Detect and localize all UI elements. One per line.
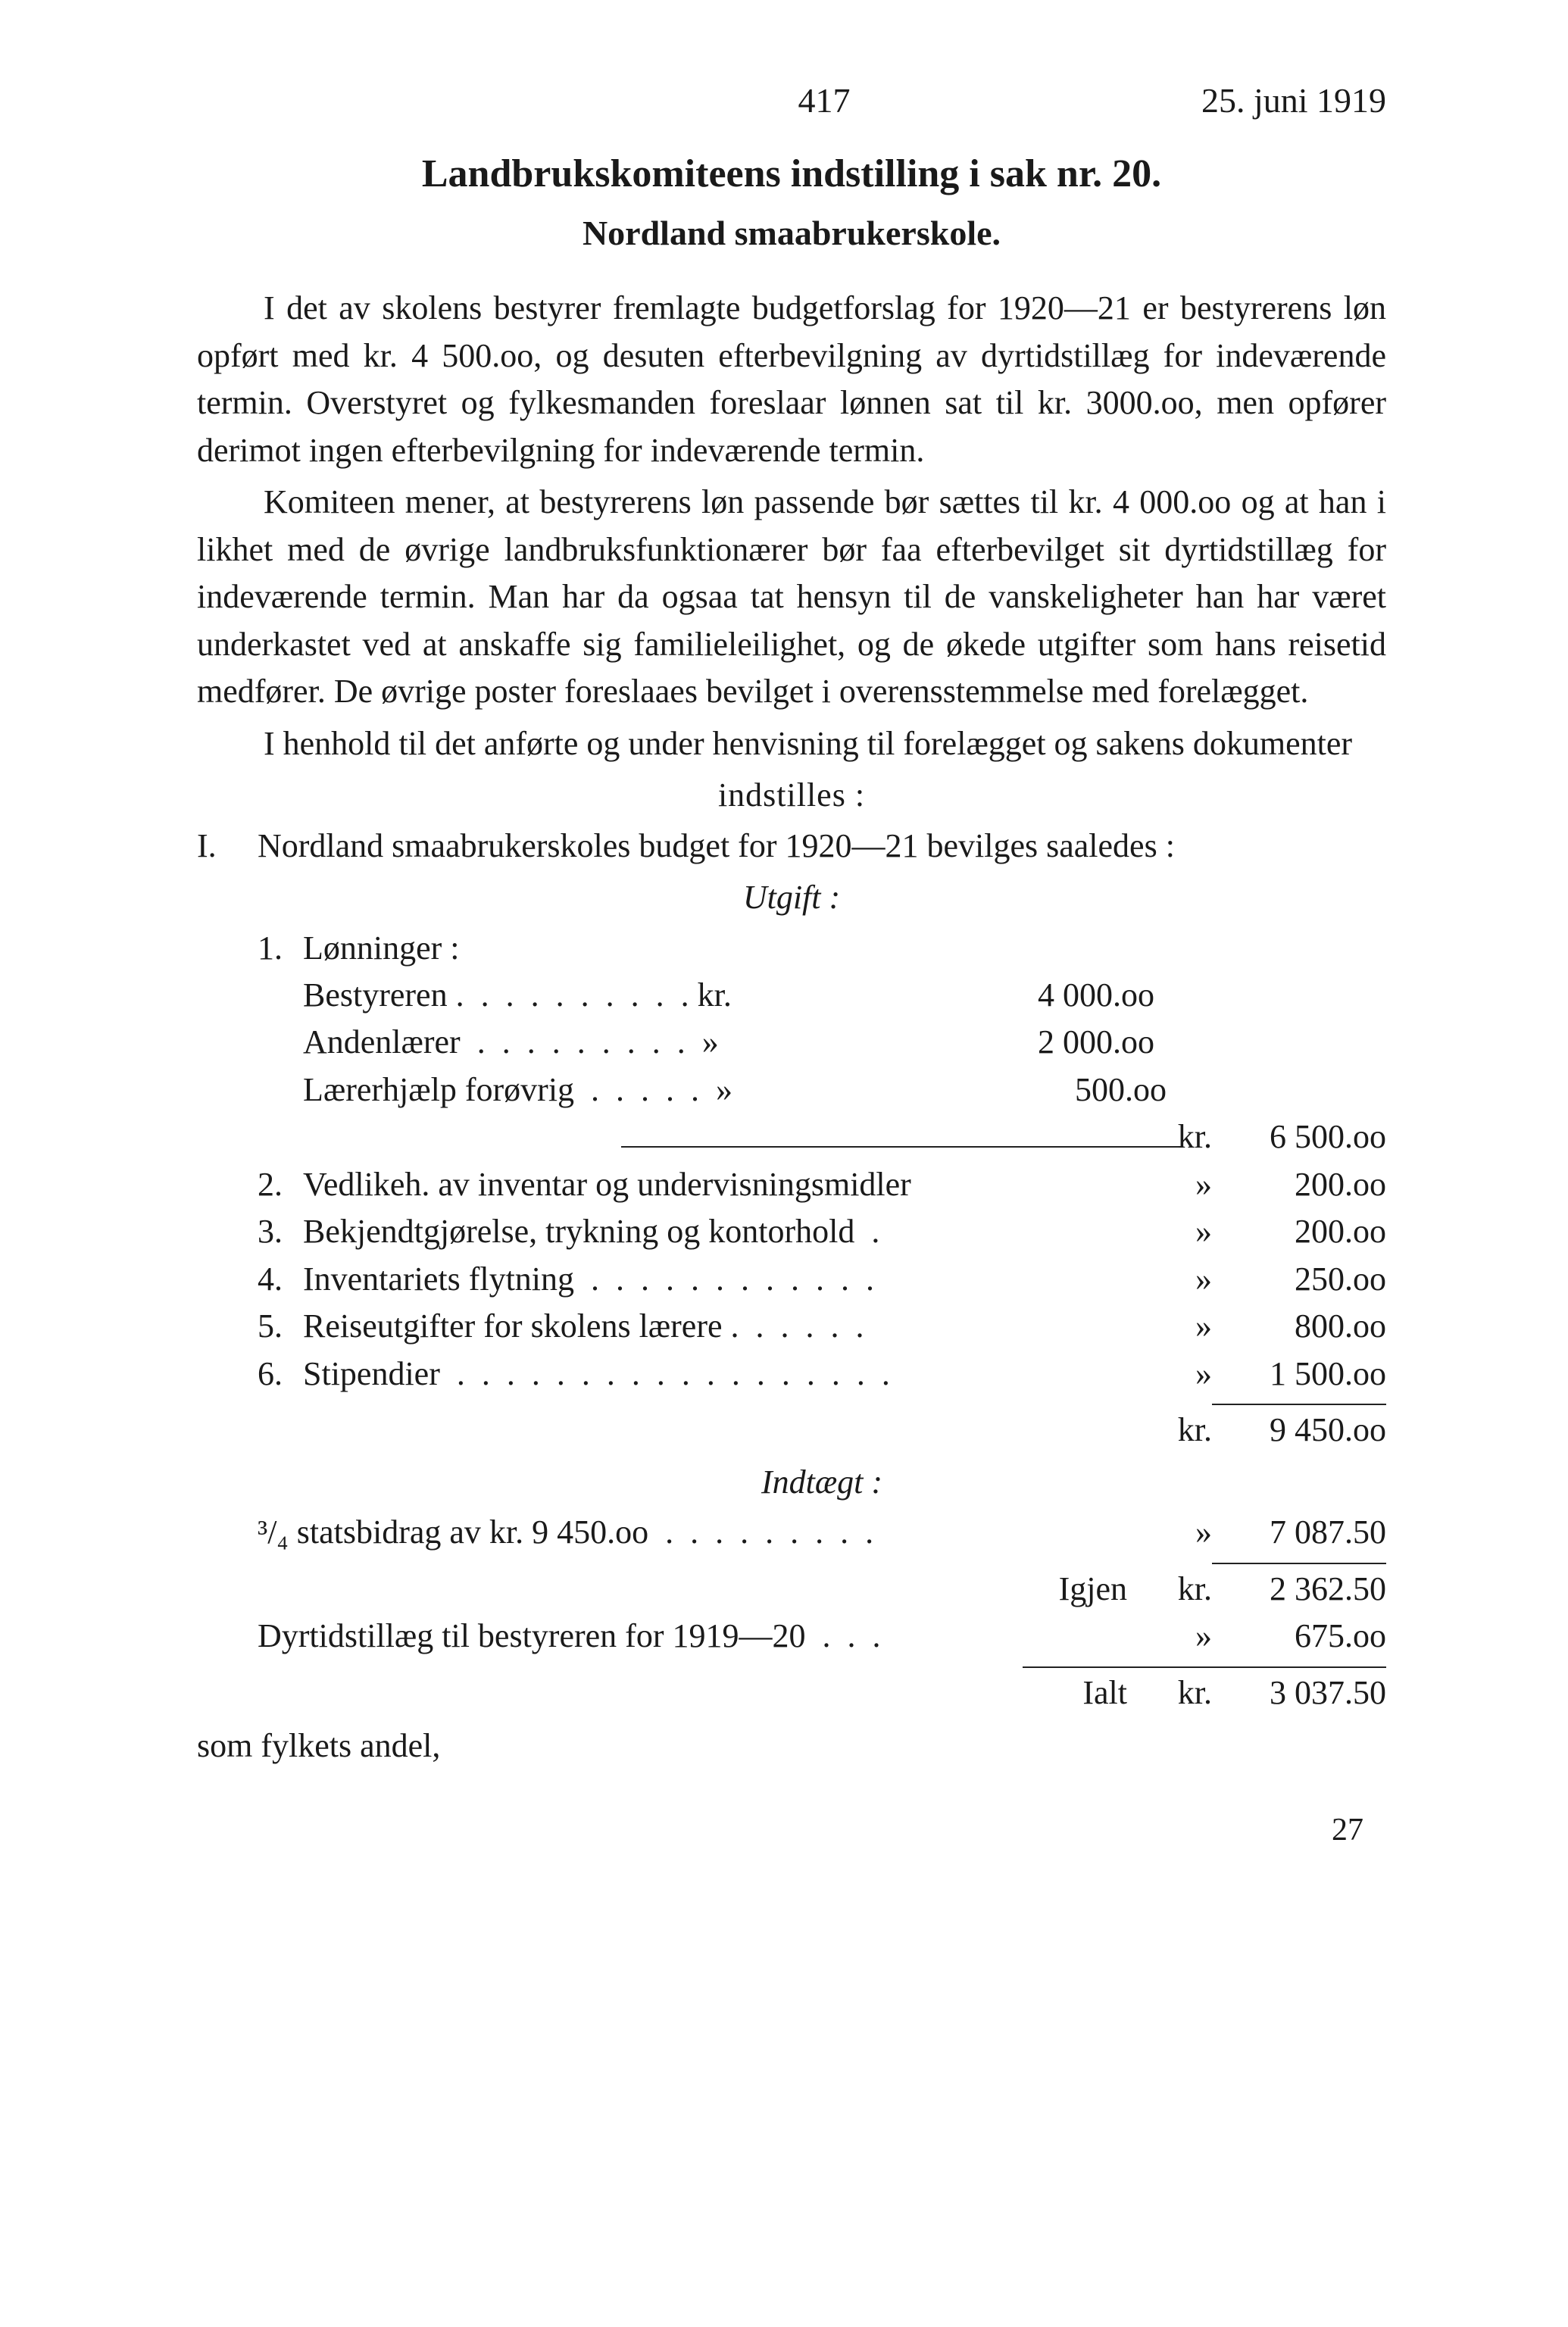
item-5-curr: » [1136, 1303, 1212, 1350]
bestyreren-label: Bestyreren . . . . . . . . . . kr. [303, 972, 1038, 1019]
item-number: 3. [258, 1208, 303, 1255]
item-number: 4. [258, 1256, 303, 1303]
paragraph-1: I det av skolens bestyrer fremlagte budg… [197, 285, 1386, 474]
rule-before-total [258, 1398, 1386, 1407]
ialt-row: Ialt kr. 3 037.50 [258, 1670, 1386, 1716]
item-2-row: 2. Vedlikeh. av inventar og undervisning… [258, 1161, 1386, 1208]
item-1-lonninger: 1. Lønninger : [258, 925, 1386, 972]
statsbidrag-label: ³/₄ statsbidrag av kr. 9 450.oo . . . . … [258, 1509, 1136, 1556]
item-3-amount: 200.oo [1212, 1208, 1386, 1255]
utgift-heading: Utgift : [197, 874, 1386, 921]
indstilles-line: indstilles : [197, 772, 1386, 819]
item-3-row: 3. Bekjendtgjørelse, trykning og kontorh… [258, 1208, 1386, 1255]
document-subtitle: Nordland smaabrukerskole. [197, 208, 1386, 258]
utgift-total-amount: 9 450.oo [1212, 1407, 1386, 1454]
fylkets-andel: som fylkets andel, [197, 1723, 1386, 1769]
paragraph-2: Komiteen mener, at bestyrerens løn passe… [197, 479, 1386, 715]
laererhjelp-label: Lærerhjælp forøvrig . . . . . » [303, 1067, 992, 1114]
roman-numeral: I. [197, 823, 258, 870]
statsbidrag-amount: 7 087.50 [1212, 1509, 1386, 1556]
ialt-amount: 3 037.50 [1212, 1670, 1386, 1716]
item-3-label: Bekjendtgjørelse, trykning og kontorhold… [303, 1208, 1136, 1255]
item-5-row: 5. Reiseutgifter for skolens lærere . . … [258, 1303, 1386, 1350]
indtaegt-heading: Indtægt : [258, 1459, 1386, 1506]
dyrtid-label: Dyrtidstillæg til bestyreren for 1919—20… [258, 1613, 1136, 1660]
igjen-curr: kr. [1136, 1566, 1212, 1613]
budget-block: 1. Lønninger : Bestyreren . . . . . . . … [258, 925, 1386, 1717]
item-4-curr: » [1136, 1256, 1212, 1303]
document-page: 417 25. juni 1919 Landbrukskomiteens ind… [0, 0, 1568, 2327]
statsbidrag-row: ³/₄ statsbidrag av kr. 9 450.oo . . . . … [258, 1509, 1386, 1556]
running-page-number: 27 [197, 1808, 1363, 1854]
section-I: I. Nordland smaabrukerskoles budget for … [197, 823, 1386, 870]
item-number: 1. [258, 925, 303, 972]
item-4-amount: 250.oo [1212, 1256, 1386, 1303]
item-3-curr: » [1136, 1208, 1212, 1255]
dyrtid-curr: » [1136, 1613, 1212, 1660]
lonninger-head: Lønninger : [303, 925, 1136, 972]
subtotal-1-curr: kr. [1136, 1114, 1212, 1160]
igjen-label: Igjen [258, 1566, 1136, 1613]
subtotal-1-row: kr. 6 500.oo [258, 1114, 1386, 1160]
item-4-row: 4. Inventariets flytning . . . . . . . .… [258, 1256, 1386, 1303]
igjen-row: Igjen kr. 2 362.50 [258, 1566, 1386, 1613]
dyrtidstillag-row: Dyrtidstillæg til bestyreren for 1919—20… [258, 1613, 1386, 1660]
dyrtid-amount: 675.oo [1212, 1613, 1386, 1660]
item-5-label: Reiseutgifter for skolens lærere . . . .… [303, 1303, 1136, 1350]
rule-before-ialt [258, 1660, 1386, 1670]
item-number: 6. [258, 1351, 303, 1398]
utgift-total-row: kr. 9 450.oo [258, 1407, 1386, 1454]
item-6-label: Stipendier . . . . . . . . . . . . . . .… [303, 1351, 1136, 1398]
ialt-curr: kr. [1136, 1670, 1212, 1716]
bestyreren-amount: 4 000.oo [1038, 972, 1212, 1019]
ialt-label: Ialt [258, 1670, 1136, 1716]
subtotal-1-amount: 6 500.oo [1212, 1114, 1386, 1160]
item-5-amount: 800.oo [1212, 1303, 1386, 1350]
page-header: 417 25. juni 1919 [197, 76, 1386, 125]
page-date: 25. juni 1919 [1201, 76, 1386, 125]
item-6-row: 6. Stipendier . . . . . . . . . . . . . … [258, 1351, 1386, 1398]
laererhjelp-amount: 500.oo [992, 1067, 1212, 1114]
andenlarer-label: Andenlærer . . . . . . . . . » [303, 1019, 1038, 1066]
item-number: 2. [258, 1161, 303, 1208]
paragraph-3: I henhold til det anførte og under henvi… [197, 720, 1386, 767]
item-2-amount: 200.oo [1212, 1161, 1386, 1208]
item-4-label: Inventariets flytning . . . . . . . . . … [303, 1256, 1136, 1303]
document-title: Landbrukskomiteens indstilling i sak nr.… [197, 146, 1386, 202]
item-6-curr: » [1136, 1351, 1212, 1398]
laererhjelp-row: Lærerhjælp forøvrig . . . . . » 500.oo [258, 1067, 1386, 1114]
rule-before-igjen [258, 1557, 1386, 1566]
andenlarer-amount: 2 000.oo [1038, 1019, 1212, 1066]
section-I-lead: Nordland smaabrukerskoles budget for 192… [258, 823, 1386, 870]
andenlarer-row: Andenlærer . . . . . . . . . » 2 000.oo [258, 1019, 1386, 1066]
page-number: 417 [447, 76, 1201, 125]
utgift-total-curr: kr. [1136, 1407, 1212, 1454]
igjen-amount: 2 362.50 [1212, 1566, 1386, 1613]
item-6-amount: 1 500.oo [1212, 1351, 1386, 1398]
item-2-label: Vedlikeh. av inventar og undervisningsmi… [303, 1161, 1136, 1208]
item-2-curr: » [1136, 1161, 1212, 1208]
item-number: 5. [258, 1303, 303, 1350]
bestyreren-row: Bestyreren . . . . . . . . . . kr. 4 000… [258, 972, 1386, 1019]
statsbidrag-curr: » [1136, 1509, 1212, 1556]
